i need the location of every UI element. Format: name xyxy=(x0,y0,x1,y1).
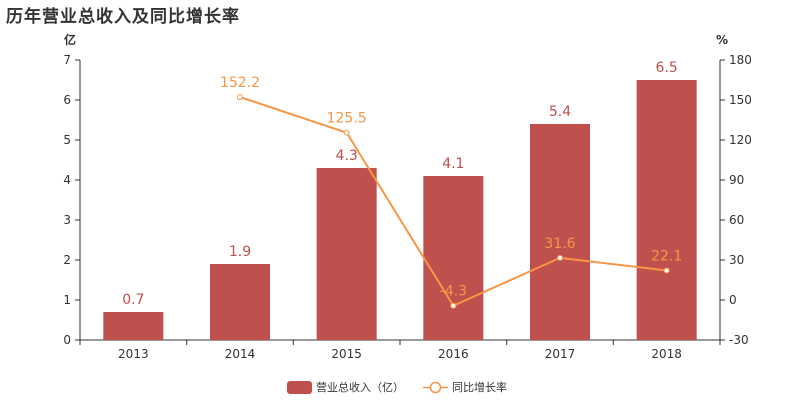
legend-growth-marker xyxy=(429,381,442,394)
revenue-bar xyxy=(636,80,697,340)
left-axis-tick-label: 0 xyxy=(63,333,71,347)
right-axis-tick-label: 180 xyxy=(729,53,752,67)
right-axis-tick-label: -30 xyxy=(729,333,749,347)
growth-rate-point xyxy=(343,129,350,136)
revenue-bar xyxy=(316,168,377,340)
right-axis-tick-label: 150 xyxy=(729,93,752,107)
x-axis-tick-label: 2017 xyxy=(545,347,576,361)
right-axis-tick-label: 0 xyxy=(729,293,737,307)
revenue-bar xyxy=(210,264,270,340)
revenue-bar-label: 6.5 xyxy=(656,60,678,76)
revenue-bar-label: 4.1 xyxy=(442,156,464,172)
right-axis-tick-label: 30 xyxy=(729,253,744,267)
revenue-bar-label: 1.9 xyxy=(229,244,251,260)
growth-rate-label: -4.3 xyxy=(440,284,467,300)
left-axis-tick-label: 4 xyxy=(63,173,71,187)
right-axis-tick-label: 60 xyxy=(729,213,744,227)
revenue-bar-label: 0.7 xyxy=(122,292,144,308)
growth-rate-label: 125.5 xyxy=(327,111,367,127)
left-axis-tick-label: 2 xyxy=(63,253,71,267)
x-axis-tick-label: 2018 xyxy=(651,347,682,361)
growth-rate-point xyxy=(450,302,457,309)
left-axis-tick-label: 3 xyxy=(63,213,71,227)
left-axis-unit: 亿 xyxy=(64,32,76,47)
x-axis-tick-label: 2016 xyxy=(438,347,469,361)
chart-title: 历年营业总收入及同比增长率 xyxy=(6,7,240,27)
left-axis-tick-label: 7 xyxy=(63,53,71,67)
revenue-bar-label: 4.3 xyxy=(336,148,358,164)
revenue-bar-label: 5.4 xyxy=(549,104,571,120)
right-axis-unit: % xyxy=(716,33,728,47)
growth-rate-point xyxy=(557,254,563,261)
revenue-bar xyxy=(103,312,164,340)
growth-rate-point xyxy=(663,267,670,274)
growth-rate-label: 152.2 xyxy=(220,75,260,91)
x-axis-tick-label: 2014 xyxy=(225,347,256,361)
revenue-bar xyxy=(530,124,590,340)
x-axis-tick-label: 2013 xyxy=(118,347,149,361)
growth-rate-point xyxy=(237,94,243,101)
left-axis-tick-label: 1 xyxy=(63,293,71,307)
revenue-bar xyxy=(423,176,484,340)
right-axis-tick-label: 90 xyxy=(729,173,744,187)
legend-revenue-label: 营业总收入（亿） xyxy=(316,380,404,394)
legend-revenue-swatch xyxy=(287,381,312,394)
growth-rate-label: 31.6 xyxy=(544,236,575,252)
right-axis-tick-label: 120 xyxy=(729,133,752,147)
left-axis-tick-label: 5 xyxy=(63,133,71,147)
growth-rate-label: 22.1 xyxy=(651,249,682,265)
x-axis-tick-label: 2015 xyxy=(331,347,362,361)
legend-growth-label: 同比增长率 xyxy=(452,380,507,394)
left-axis-tick-label: 6 xyxy=(63,93,71,107)
